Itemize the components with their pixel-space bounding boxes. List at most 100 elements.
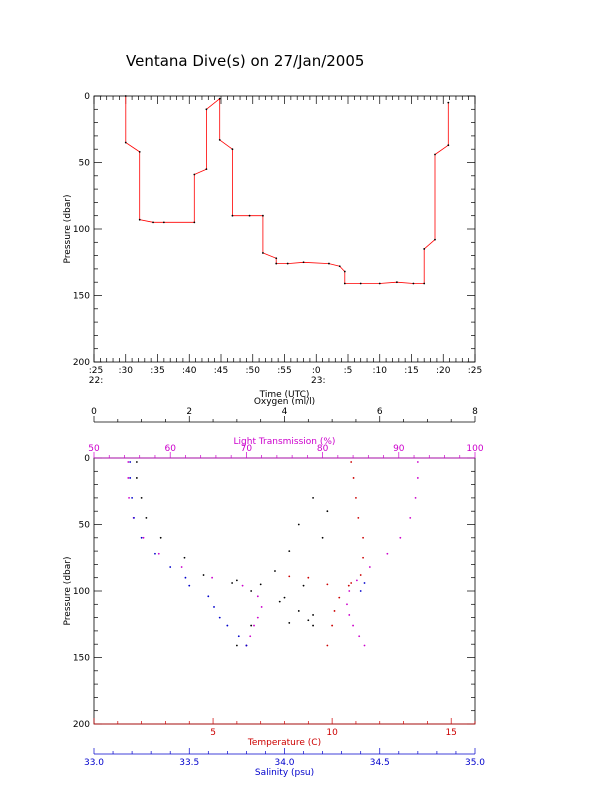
profile-point-temperature (326, 644, 329, 647)
profile-point-salinity (359, 590, 362, 592)
dive-track-point (423, 248, 426, 250)
profile-point-salinity (207, 595, 210, 598)
profile-point-salinity (226, 624, 229, 627)
dive-track-point (359, 282, 362, 285)
salinity-tick-label: 35.0 (465, 758, 485, 768)
profile-point-light-transmission (241, 584, 244, 587)
salinity-axis-label: Salinity (psu) (255, 768, 314, 778)
dive-track-point (343, 282, 346, 285)
profile-point-oxygen (235, 644, 238, 647)
dive-track-point (248, 214, 251, 217)
profile-point-oxygen (250, 590, 253, 592)
oxygen-tick-label: 2 (186, 407, 192, 417)
light-tick-label: 80 (317, 444, 329, 454)
profile-point-oxygen (278, 600, 281, 603)
dive-track-point (162, 221, 165, 224)
dive-track-point (152, 221, 154, 224)
chart-title: Ventana Dive(s) on 27/Jan/2005 (126, 52, 364, 70)
salinity-tick-label: 34.5 (370, 758, 390, 768)
profile-point-oxygen (302, 584, 305, 587)
dive-track-point (262, 214, 264, 217)
dive-track-point (124, 95, 127, 97)
oxygen-tick-label: 8 (472, 407, 478, 417)
profile-point-light-transmission (180, 566, 183, 568)
profile-point-salinity (131, 497, 134, 499)
profile-point-temperature (355, 497, 357, 499)
y-axis-label-bottom: Pressure (dbar) (63, 557, 73, 626)
x-tick-label-top: :5 (344, 366, 353, 376)
dive-track-point (412, 282, 415, 285)
profile-point-oxygen (297, 610, 300, 612)
dive-track-point (231, 214, 234, 217)
dive-track-point (434, 238, 436, 241)
profile-point-oxygen (259, 583, 262, 586)
profile-point-oxygen (231, 582, 234, 584)
profile-point-temperature (352, 477, 355, 479)
dive-track-point (205, 108, 208, 111)
dive-track-point (423, 282, 426, 285)
profile-point-light-transmission (399, 536, 402, 539)
profile-point-oxygen (312, 624, 314, 627)
profile-point-temperature (362, 536, 364, 539)
profile-point-light-transmission (346, 603, 348, 606)
profile-point-salinity (188, 584, 191, 587)
dive-track-point (286, 262, 289, 265)
dive-track-point (205, 168, 208, 171)
profile-point-temperature (331, 624, 334, 627)
dive-track-point (434, 153, 436, 156)
profile-point-temperature (350, 461, 353, 463)
dive-track-line (125, 96, 449, 284)
profile-point-oxygen (283, 596, 286, 599)
profile-point-salinity (140, 536, 143, 539)
profile-point-light-transmission (355, 579, 358, 582)
x-tick-label-top: :50 (246, 366, 261, 376)
oxygen-tick-label: 0 (91, 407, 97, 417)
temperature-tick-label: 10 (326, 728, 338, 738)
profile-point-oxygen (140, 497, 143, 499)
profile-point-temperature (347, 584, 350, 587)
x-hour-label-top: 23: (311, 376, 325, 386)
profile-point-salinity (184, 576, 187, 579)
profile-point-oxygen (312, 497, 314, 499)
dive-track-point (275, 257, 278, 260)
profile-point-light-transmission (127, 461, 130, 463)
profile-point-light-transmission (352, 624, 354, 627)
profile-point-oxygen (145, 516, 148, 519)
profile-point-salinity (154, 552, 156, 555)
dive-track-point (262, 252, 264, 254)
profile-point-light-transmission (260, 606, 263, 608)
profile-point-salinity (363, 582, 366, 584)
y-tick-label-top: 50 (79, 159, 91, 169)
profile-point-salinity (213, 606, 215, 608)
profile-point-light-transmission (348, 614, 351, 616)
dive-track-point (138, 218, 141, 221)
profile-point-light-transmission (142, 536, 145, 539)
y-tick-label-bottom: 50 (79, 521, 91, 531)
light-tick-label: 90 (393, 444, 405, 454)
x-tick-label-top: :0 (312, 366, 321, 376)
profile-point-oxygen (235, 579, 238, 582)
dive-track-point (124, 141, 127, 144)
profile-point-oxygen (135, 461, 138, 463)
y-tick-label-bottom: 100 (73, 587, 90, 597)
profile-point-salinity (169, 566, 172, 568)
oxygen-axis-label: Oxygen (ml/l) (254, 397, 315, 407)
profile-point-temperature (350, 582, 353, 584)
profile-point-temperature (338, 596, 341, 599)
profile-point-salinity (245, 644, 248, 647)
oxygen-tick-label: 6 (377, 407, 383, 417)
x-tick-label-top: :35 (150, 366, 164, 376)
profile-point-temperature (288, 575, 291, 578)
dive-track-point (138, 150, 141, 153)
dive-track-point (231, 148, 234, 151)
profile-point-temperature (326, 583, 329, 586)
profile-point-light-transmission (416, 461, 419, 463)
y-tick-label-bottom: 150 (73, 654, 90, 664)
x-tick-label-top: :20 (436, 366, 451, 376)
salinity-tick-label: 33.5 (179, 758, 199, 768)
temperature-tick-label: 5 (210, 728, 216, 738)
profile-point-salinity (129, 461, 132, 463)
profile-point-oxygen (307, 619, 310, 622)
profile-point-temperature (362, 556, 364, 559)
